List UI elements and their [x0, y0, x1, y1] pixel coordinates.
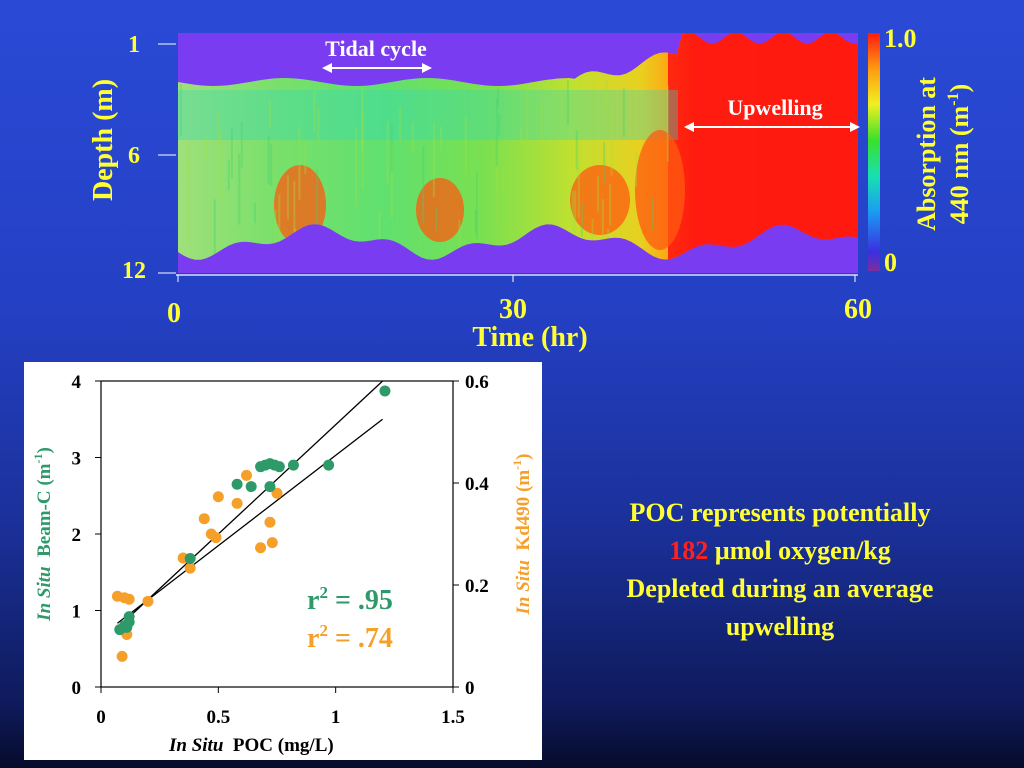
kd490-point — [264, 517, 275, 528]
beam-c-point — [288, 460, 299, 471]
y-axis-title: Depth (m) — [88, 79, 119, 201]
colorbar-title-line2: 440 nm (m-1) — [945, 84, 974, 224]
left-y-tick-label: 0 — [72, 678, 82, 699]
scatter-panel: 0 0.5 1 1.5 0 1 2 3 4 0 0.2 0.4 0.6 In Situ POC (mg/… — [24, 362, 542, 760]
x-tick-label: 1.5 — [441, 707, 465, 728]
colorbar-min-label: 0 — [884, 248, 897, 277]
x-tick-label: 0 — [96, 707, 106, 728]
scatter-points — [112, 385, 391, 661]
beam-c-point — [246, 481, 257, 492]
scatter-ticks: 0 0.5 1 1.50123400.20.40.6 — [72, 372, 490, 728]
absorption-heatmap-chart: 1 6 12 0 30 60 Time (hr) Depth (m) Tidal… — [0, 0, 1024, 360]
kd490-point — [210, 532, 221, 543]
beam-c-point — [124, 611, 135, 622]
colorbar — [868, 33, 880, 271]
y-tick-label-12: 12 — [122, 258, 146, 284]
x-axis-title: In Situ POC (mg/L) — [168, 735, 334, 756]
beam-c-point — [323, 460, 334, 471]
left-y-tick-label: 2 — [72, 525, 82, 546]
right-y-tick-label: 0.4 — [465, 474, 489, 495]
upwelling-label: Upwelling — [727, 95, 822, 120]
left-y-tick-label: 1 — [72, 602, 82, 623]
left-y-tick-label: 3 — [72, 449, 82, 470]
x-tick-label: 0.5 — [206, 707, 230, 728]
right-y-tick-label: 0.2 — [465, 576, 489, 597]
oxygen-unit: µmol oxygen/kg — [708, 536, 891, 565]
kd490-point — [142, 596, 153, 607]
beam-c-point — [264, 481, 275, 492]
beam-c-point — [185, 553, 196, 564]
caption-line-3: Depleted during an average — [570, 570, 990, 608]
plot-frame — [101, 381, 453, 687]
beam-c-point — [121, 622, 132, 633]
oxygen-value: 182 — [669, 536, 708, 565]
right-y-axis-title: In Situ Kd490 (m-1) — [510, 454, 534, 616]
r2-orange-label: r2 = .74 — [307, 621, 393, 654]
right-y-tick-label: 0.6 — [465, 372, 489, 393]
left-y-tick-label: 4 — [72, 372, 82, 393]
colorbar-title-line1: Absorption at — [912, 77, 941, 231]
r2-green-label: r2 = .95 — [307, 583, 393, 616]
x-tick-label-0: 0 — [167, 298, 181, 329]
beam-c-point — [274, 461, 285, 472]
y-tick-label-1: 1 — [128, 32, 140, 58]
caption-line-2: 182 µmol oxygen/kg — [570, 532, 990, 570]
right-y-tick-label: 0 — [465, 678, 475, 699]
x-axis-title: Time (hr) — [472, 322, 587, 353]
kd490-point — [255, 542, 266, 553]
caption-line-1: POC represents potentially — [570, 494, 990, 532]
kd490-point — [199, 513, 210, 524]
left-y-axis-title: In Situ Beam-C (m-1) — [31, 447, 55, 622]
tidal-cycle-label: Tidal cycle — [325, 36, 427, 61]
kd490-point — [124, 594, 135, 605]
kd490-point — [267, 537, 278, 548]
colorbar-max-label: 1.0 — [884, 24, 917, 53]
x-tick-label-30: 30 — [499, 294, 527, 325]
poc-scatter-chart: 0 0.5 1 1.50123400.20.40.6 In Situ POC (mg/… — [24, 362, 542, 760]
y-tick-label-6: 6 — [128, 143, 140, 169]
kd490-point — [117, 651, 128, 662]
caption-block: POC represents potentially 182 µmol oxyg… — [570, 494, 990, 646]
caption-line-4: upwelling — [570, 608, 990, 646]
kd490-point — [213, 491, 224, 502]
beam-c-point — [379, 385, 390, 396]
kd490-point — [232, 498, 243, 509]
kd490-point — [241, 470, 252, 481]
x-tick-label: 1 — [331, 707, 341, 728]
beam-c-point — [232, 479, 243, 490]
kd490-point — [185, 563, 196, 574]
x-tick-label-60: 60 — [844, 294, 872, 325]
